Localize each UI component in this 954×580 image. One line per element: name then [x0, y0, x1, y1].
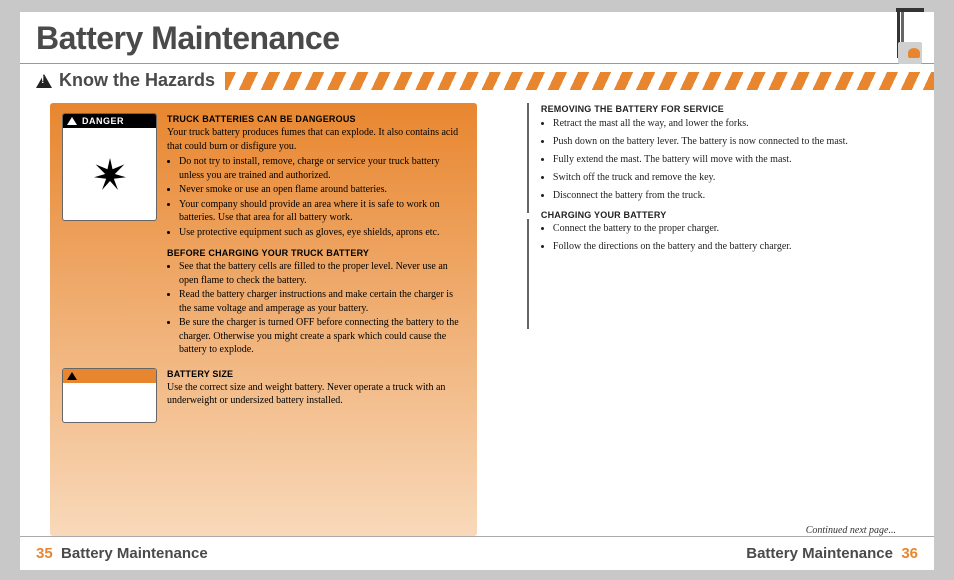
page-footer: 35 Battery Maintenance Battery Maintenan…	[20, 536, 934, 570]
bullet: Follow the directions on the battery and…	[553, 240, 904, 254]
bullet: Push down on the battery lever. The batt…	[553, 135, 904, 149]
caution-callout	[62, 368, 157, 423]
footer-section: Battery Maintenance	[61, 545, 208, 562]
hazard-heading: Know the Hazards	[59, 70, 215, 91]
section-intro: Your truck battery produces fumes that c…	[167, 126, 465, 153]
manual-page: Battery Maintenance Know the Hazards DAN…	[20, 12, 934, 570]
page-number: 36	[901, 545, 918, 562]
content-area: DANGER TRUCK BATTERIES CAN BE DANGEROUS …	[20, 97, 934, 536]
bullet: Disconnect the battery from the truck.	[553, 189, 904, 203]
page-title: Battery Maintenance	[20, 12, 934, 64]
section-heading: REMOVING THE BATTERY FOR SERVICE	[541, 103, 904, 116]
warning-icon	[67, 372, 77, 380]
footer-left: 35 Battery Maintenance	[36, 545, 208, 562]
explosion-icon	[90, 154, 130, 194]
bullet: Connect the battery to the proper charge…	[553, 222, 904, 236]
hazard-heading-block: Know the Hazards	[20, 68, 225, 93]
battery-size-block: BATTERY SIZE Use the correct size and we…	[62, 368, 465, 423]
continued-note: Continued next page...	[527, 525, 904, 536]
bullet: Be sure the charger is turned OFF before…	[179, 316, 465, 357]
footer-section: Battery Maintenance	[746, 545, 893, 562]
section-dangerous: TRUCK BATTERIES CAN BE DANGEROUS Your tr…	[167, 113, 465, 358]
right-column: REMOVING THE BATTERY FOR SERVICE Retract…	[527, 103, 904, 536]
hazard-stripes	[225, 72, 934, 90]
warning-icon	[67, 117, 77, 125]
section-heading: BEFORE CHARGING YOUR TRUCK BATTERY	[167, 247, 465, 259]
section-battery-size: BATTERY SIZE Use the correct size and we…	[167, 368, 465, 423]
danger-label: DANGER	[82, 116, 124, 126]
hazard-banner: Know the Hazards	[20, 64, 934, 97]
photo-battery-lever	[527, 103, 529, 213]
bullet: Switch off the truck and remove the key.	[553, 171, 904, 185]
bullet: Read the battery charger instructions an…	[179, 288, 465, 315]
section-heading: BATTERY SIZE	[167, 368, 465, 380]
bullet: Use protective equipment such as gloves,…	[179, 226, 465, 240]
bullet: See that the battery cells are filled to…	[179, 260, 465, 287]
section-heading: TRUCK BATTERIES CAN BE DANGEROUS	[167, 113, 465, 125]
removing-block: REMOVING THE BATTERY FOR SERVICE Retract…	[527, 103, 904, 329]
left-column: DANGER TRUCK BATTERIES CAN BE DANGEROUS …	[50, 103, 477, 536]
bullet: Never smoke or use an open flame around …	[179, 183, 465, 197]
bullet: Do not try to install, remove, charge or…	[179, 155, 465, 182]
bullet: Retract the mast all the way, and lower …	[553, 117, 904, 131]
bullet: Fully extend the mast. The battery will …	[553, 153, 904, 167]
truck-icon	[886, 6, 930, 64]
danger-callout: DANGER	[62, 113, 157, 221]
page-number: 35	[36, 545, 53, 562]
footer-right: Battery Maintenance 36	[746, 545, 918, 562]
section-heading: CHARGING YOUR BATTERY	[541, 209, 904, 222]
warning-icon	[36, 74, 52, 88]
photo-battery-slide	[527, 219, 529, 329]
danger-block: DANGER TRUCK BATTERIES CAN BE DANGEROUS …	[62, 113, 465, 358]
section-body: Use the correct size and weight battery.…	[167, 381, 465, 408]
section-removing: REMOVING THE BATTERY FOR SERVICE Retract…	[541, 103, 904, 329]
bullet: Your company should provide an area wher…	[179, 198, 465, 225]
